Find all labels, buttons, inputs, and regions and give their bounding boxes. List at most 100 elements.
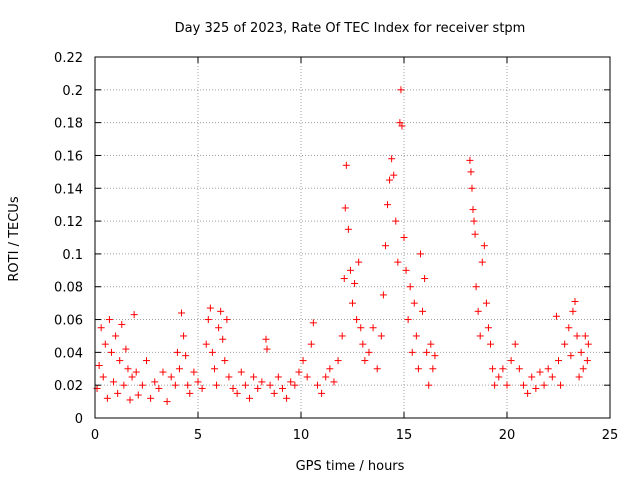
data-point [274, 373, 282, 381]
data-point [384, 201, 392, 209]
data-point [334, 357, 342, 365]
data-point [357, 324, 365, 332]
data-point [270, 389, 278, 397]
data-point [155, 384, 163, 392]
data-point [431, 352, 439, 360]
data-point [322, 373, 330, 381]
data-point [190, 368, 198, 376]
data-point [163, 398, 171, 406]
data-point [365, 348, 373, 356]
data-point [394, 258, 402, 266]
y-tick-label: 0.04 [54, 346, 83, 361]
data-point [194, 378, 202, 386]
data-point [400, 234, 408, 241]
data-point [476, 332, 484, 340]
data-point [132, 368, 140, 376]
data-point [122, 345, 130, 353]
data-point [402, 266, 410, 274]
data-point [138, 381, 146, 389]
data-point [303, 373, 311, 381]
data-point [377, 332, 385, 340]
data-point [217, 307, 225, 315]
data-point [408, 348, 416, 356]
data-point [353, 316, 361, 324]
data-point [528, 373, 536, 381]
data-point [151, 378, 159, 386]
data-point [511, 340, 519, 348]
data-point [583, 357, 591, 365]
data-point [287, 378, 295, 386]
data-point [210, 365, 218, 373]
y-axis-ticks: 0 0.02 0.04 0.06 0.08 0.1 0.12 0.14 0.16 0.18 0.2 0… [54, 51, 610, 427]
data-point [359, 340, 367, 348]
data-point [398, 122, 406, 130]
data-point [397, 86, 405, 94]
data-point [575, 373, 583, 381]
data-point [557, 381, 565, 389]
y-tick-label: 0.1 [62, 248, 83, 263]
data-point [126, 396, 134, 404]
data-point [338, 332, 346, 340]
data-point [480, 242, 488, 250]
data-point [237, 368, 245, 376]
data-point [425, 381, 433, 389]
data-point [159, 368, 167, 376]
data-point [406, 283, 414, 291]
data-point [219, 335, 227, 343]
grid-lines [95, 57, 610, 418]
data-point [112, 332, 120, 340]
data-point [429, 365, 437, 373]
data-point [299, 357, 307, 365]
data-point [97, 324, 105, 332]
y-tick-label: 0.16 [54, 149, 83, 164]
data-point [544, 365, 552, 373]
data-point [167, 373, 175, 381]
data-point [507, 357, 515, 365]
data-point [175, 365, 183, 373]
data-point [202, 340, 210, 348]
data-point [423, 348, 431, 356]
data-point [552, 312, 560, 320]
x-axis-label: GPS time / hours [296, 459, 405, 474]
x-tick-label: 20 [499, 428, 516, 443]
data-point [561, 340, 569, 348]
data-point [128, 373, 136, 381]
data-point [487, 340, 495, 348]
data-point [381, 242, 389, 250]
data-point [421, 275, 429, 283]
data-point [101, 340, 109, 348]
data-point [241, 381, 249, 389]
data-point [116, 357, 124, 365]
y-tick-label: 0.2 [62, 84, 83, 99]
data-point [221, 357, 229, 365]
data-point [105, 316, 113, 324]
data-point [379, 291, 387, 299]
data-point [120, 381, 128, 389]
data-point [515, 365, 523, 373]
data-point [110, 378, 118, 386]
data-point [204, 316, 212, 324]
data-point [309, 319, 317, 327]
data-point [233, 389, 241, 397]
data-point [206, 304, 214, 312]
x-tick-label: 25 [602, 428, 619, 443]
data-point [467, 168, 475, 176]
data-point [130, 311, 138, 319]
data-point [491, 381, 499, 389]
data-point [466, 156, 474, 164]
data-point [225, 373, 233, 381]
data-point [484, 324, 492, 332]
data-point [171, 381, 179, 389]
data-point [258, 378, 266, 386]
data-point [569, 307, 577, 315]
data-point [143, 357, 150, 365]
data-point [470, 217, 478, 225]
data-point [573, 332, 581, 340]
x-tick-label: 0 [91, 428, 99, 443]
data-point [124, 365, 132, 373]
y-tick-label: 0.12 [54, 215, 83, 230]
data-point [295, 368, 303, 376]
data-point [571, 297, 579, 305]
data-point [180, 332, 188, 340]
data-point [342, 161, 350, 169]
